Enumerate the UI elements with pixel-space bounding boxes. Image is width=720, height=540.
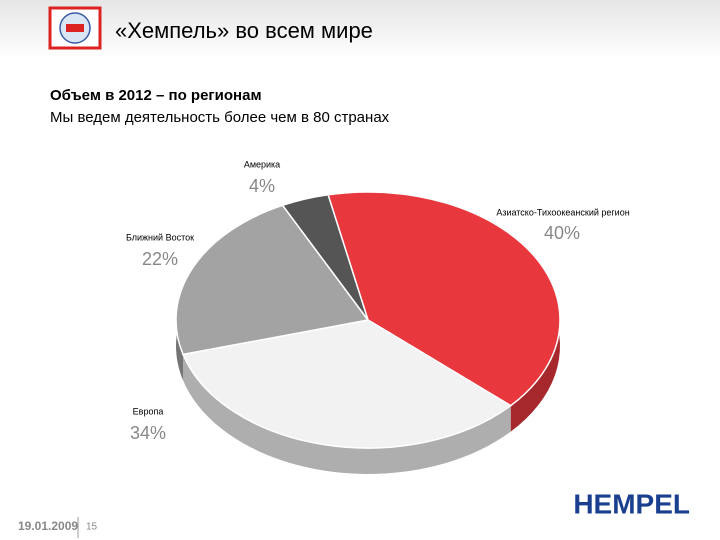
chart-title: Объем в 2012 – по регионам [50, 87, 262, 104]
category-label: Америка [244, 159, 280, 169]
value-label: 34% [130, 423, 166, 443]
category-label: Ближний Восток [126, 232, 194, 242]
slice-side [183, 354, 511, 474]
chart-subtitle: Мы ведем деятельность более чем в 80 стр… [50, 109, 390, 126]
header-band [0, 0, 720, 60]
footer-logo: HEMPEL [573, 488, 690, 519]
value-label: 22% [142, 249, 178, 269]
pie [175, 191, 561, 474]
slice [281, 193, 369, 321]
slice [175, 204, 370, 356]
slice [327, 191, 561, 407]
value-label: 40% [544, 223, 580, 243]
category-label: Азиатско-Тихоокеанский регион [496, 207, 629, 217]
slice [182, 319, 513, 449]
category-label: Европа [133, 406, 164, 416]
value-label: 4% [249, 176, 275, 196]
slide-title: «Хемпель» во всем мире [115, 18, 373, 43]
footer-page: 15 [86, 522, 98, 533]
footer-date: 19.01.2009 [18, 519, 78, 533]
header-logo [48, 6, 102, 50]
